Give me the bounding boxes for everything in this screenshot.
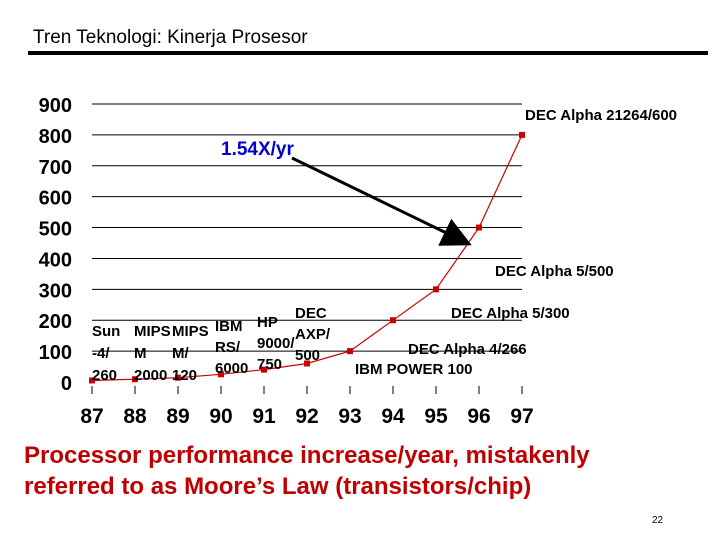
point-label: M xyxy=(134,345,147,362)
point-label: 750 xyxy=(257,356,282,373)
data-point xyxy=(132,376,138,383)
title-underline xyxy=(28,51,708,55)
point-label: Sun xyxy=(92,323,120,340)
point-label: HP xyxy=(257,314,278,331)
data-point xyxy=(347,348,353,355)
x-tick-label: 94 xyxy=(381,405,405,428)
point-label: DEC Alpha 5/300 xyxy=(451,305,570,322)
data-point xyxy=(261,366,267,373)
performance-chart: 900 800 700 600 500 400 300 200 100 0 87 88 89 90 91 9… xyxy=(39,95,677,428)
point-label: 2000 xyxy=(134,367,167,384)
y-tick-label: 600 xyxy=(39,188,72,210)
y-tick-label: 100 xyxy=(39,342,72,364)
point-label: 120 xyxy=(172,367,197,384)
y-tick-label: 300 xyxy=(39,280,72,302)
point-label: 500 xyxy=(295,347,320,364)
x-tick-label: 88 xyxy=(123,405,147,428)
data-point xyxy=(175,374,181,381)
point-label: M/ xyxy=(172,345,189,362)
data-point xyxy=(519,131,525,138)
point-label: DEC xyxy=(295,305,327,322)
growth-rate-annotation: 1.54X/yr xyxy=(221,139,294,160)
caption-line-2: referred to as Moore’s Law (transistors/… xyxy=(24,473,532,500)
point-label: IBM POWER 100 xyxy=(355,361,473,378)
caption-line-1: Processor performance increase/year, mis… xyxy=(24,442,590,469)
y-tick-label: 200 xyxy=(39,311,72,333)
point-label: 260 xyxy=(92,367,117,384)
page-number: 22 xyxy=(652,515,664,526)
point-label: DEC Alpha 5/500 xyxy=(495,263,614,280)
x-tick-label: 91 xyxy=(252,405,276,428)
x-tick-label: 87 xyxy=(80,405,103,428)
y-tick-label: 700 xyxy=(39,157,72,179)
y-tick-label: 400 xyxy=(39,249,72,271)
point-label: -4/ xyxy=(92,345,110,362)
data-point xyxy=(390,317,396,324)
x-tick-label: 96 xyxy=(467,405,490,428)
slide-caption: Processor performance increase/year, mis… xyxy=(24,440,714,502)
point-label: 9000/ xyxy=(257,335,295,352)
x-tick-label: 89 xyxy=(166,405,189,428)
data-point xyxy=(89,377,95,384)
point-label: RS/ xyxy=(215,339,241,356)
point-label: IBM xyxy=(215,318,243,335)
y-tick-label: 0 xyxy=(61,373,72,395)
data-point xyxy=(304,360,310,367)
y-tick-label: 800 xyxy=(39,126,72,148)
data-point xyxy=(433,286,439,293)
x-tick-label: 95 xyxy=(424,405,448,428)
slide-title: Tren Teknologi: Kinerja Prosesor xyxy=(33,27,308,48)
x-tick-label: 97 xyxy=(510,405,533,428)
point-label: MIPS xyxy=(172,323,209,340)
y-tick-label: 900 xyxy=(39,95,72,117)
data-point xyxy=(218,371,224,378)
point-label: AXP/ xyxy=(295,326,331,343)
x-tick-label: 93 xyxy=(338,405,361,428)
x-tick-label: 92 xyxy=(295,405,318,428)
data-point xyxy=(476,224,482,231)
x-tick-label: 90 xyxy=(209,405,232,428)
growth-arrow xyxy=(291,156,472,246)
y-tick-label: 500 xyxy=(39,219,72,241)
point-label: DEC Alpha 21264/600 xyxy=(525,107,677,124)
point-label: DEC Alpha 4/266 xyxy=(408,341,527,358)
point-label: MIPS xyxy=(134,323,171,340)
point-label: 6000 xyxy=(215,360,248,377)
